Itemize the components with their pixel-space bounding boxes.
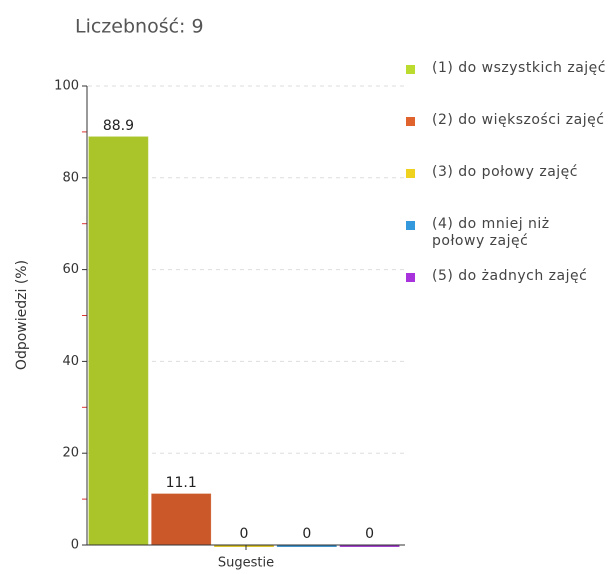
value-label: 0 (365, 526, 374, 542)
legend-swatch (406, 65, 415, 74)
x-tick-label: Sugestie (218, 556, 274, 571)
y-tick-label: 0 (71, 538, 79, 553)
value-label: 88.9 (103, 118, 134, 134)
legend-entry: (2) do większości zajęć (432, 112, 605, 128)
legend-swatch (406, 169, 415, 178)
y-tick-label: 60 (62, 262, 79, 277)
chart-title: Liczebność: 9 (75, 16, 204, 38)
y-tick-label: 100 (54, 79, 79, 94)
value-label: 11.1 (166, 475, 197, 491)
y-tick-label: 40 (62, 354, 79, 369)
y-tick-label: 80 (62, 170, 79, 185)
legend-entry: (4) do mniej niż połowy zajęć (432, 216, 550, 249)
legend-entry: (3) do połowy zajęć (432, 164, 578, 180)
legend-swatch (406, 117, 415, 126)
bar (151, 493, 212, 546)
legend-swatch (406, 273, 415, 282)
y-axis-label: Odpowiedzi (%) (14, 260, 30, 370)
legend-swatch (406, 221, 415, 230)
legend-entry: (1) do wszystkich zajęć (432, 60, 606, 76)
value-label: 0 (302, 526, 311, 542)
legend-entry: (5) do żadnych zajęć (432, 268, 588, 284)
value-label: 0 (240, 526, 249, 542)
bar (88, 136, 149, 546)
y-tick-label: 20 (62, 446, 79, 461)
